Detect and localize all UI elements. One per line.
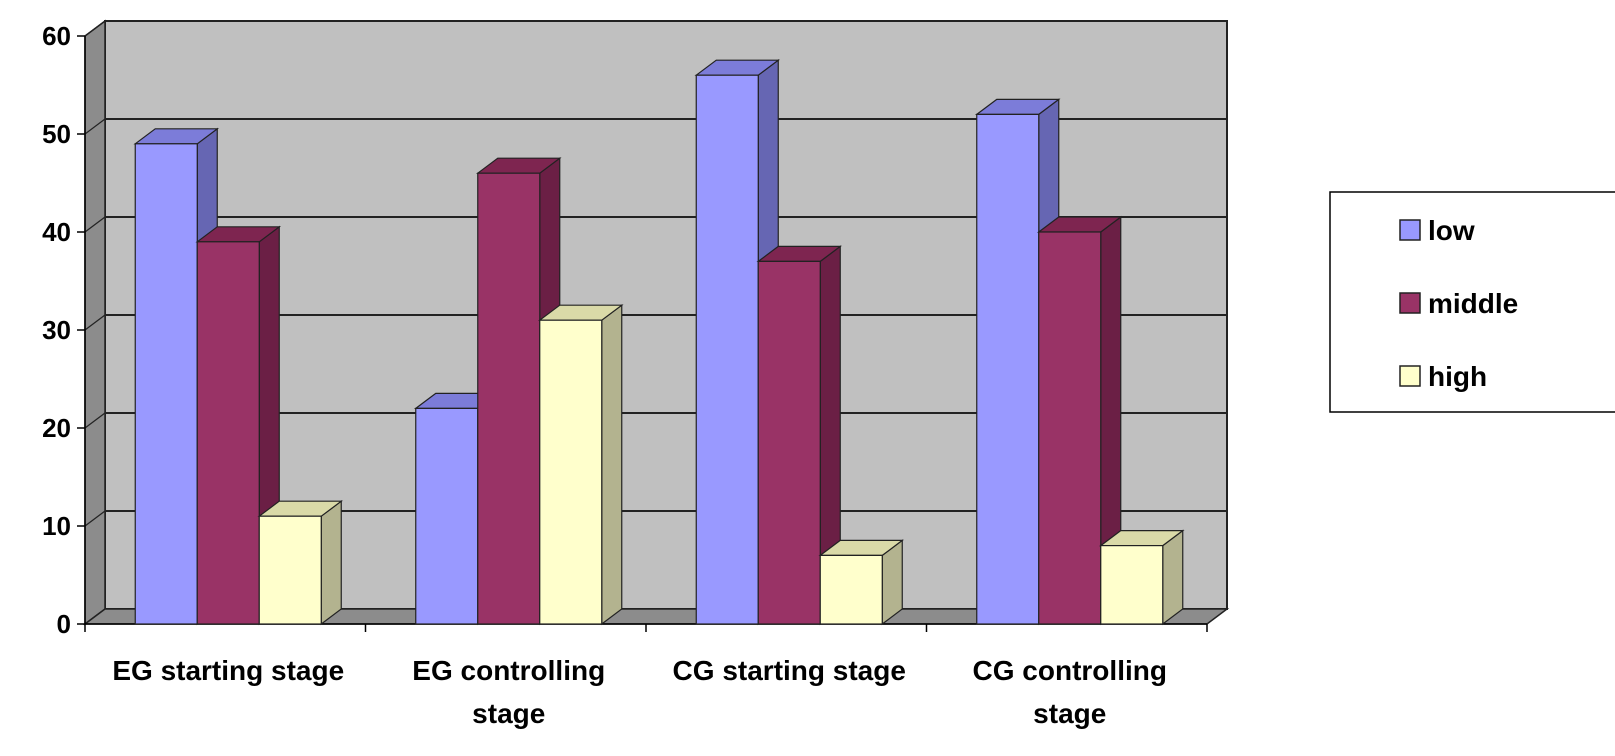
bar-front — [1038, 231, 1102, 625]
gridline-side-60 — [84, 20, 106, 37]
bar-front — [819, 554, 883, 625]
bar-side — [601, 304, 623, 626]
bar-front — [477, 172, 541, 625]
axis-labels: 0 10 20 30 40 50 60 EG starting stage EG control… — [42, 21, 1167, 729]
y-tick-label: 50 — [42, 119, 71, 149]
bar-front — [415, 407, 479, 625]
bar-high-0 — [257, 500, 344, 626]
legend-swatch-high — [1399, 365, 1421, 387]
bar-front — [695, 74, 759, 625]
bar-high-1 — [537, 304, 624, 626]
x-category-label: CG starting stage — [673, 655, 906, 686]
bar-front — [976, 113, 1040, 625]
y-tick-label: 60 — [42, 21, 71, 51]
x-category-label: EG starting stage — [112, 655, 344, 686]
bar-front — [196, 241, 260, 625]
gridline-side-20 — [84, 412, 106, 429]
bar-side — [1162, 529, 1184, 626]
x-category-label: CG controlling stage — [973, 655, 1167, 729]
y-tick-label: 30 — [42, 315, 71, 345]
bar-side — [320, 500, 342, 626]
x-category-label: EG controlling stage — [412, 655, 605, 729]
bars — [133, 59, 1185, 626]
gridline-side-30 — [84, 314, 106, 331]
bar-front — [134, 143, 198, 625]
legend-label-low: low — [1428, 215, 1475, 246]
legend-swatch-low — [1399, 219, 1421, 241]
bar-high-3 — [1098, 529, 1185, 626]
gridline-side-40 — [84, 216, 106, 233]
legend-swatch-middle — [1399, 292, 1421, 314]
gridline-side-10 — [84, 510, 106, 527]
bar-high-2 — [818, 539, 905, 626]
y-tick-label: 0 — [57, 609, 71, 639]
bar-middle-2 — [756, 245, 843, 626]
legend-box — [1329, 191, 1615, 413]
legend-label-middle: middle — [1428, 288, 1518, 319]
bar-front — [258, 515, 322, 625]
bar-front — [539, 319, 603, 625]
y-tick-label: 40 — [42, 217, 71, 247]
y-tick-label: 20 — [42, 413, 71, 443]
bar-front — [1100, 544, 1164, 625]
legend: low middle high — [1329, 191, 1615, 413]
bar-middle-3 — [1036, 215, 1123, 626]
gridline-side-50 — [84, 118, 106, 135]
y-tick-label: 10 — [42, 511, 71, 541]
legend-label-high: high — [1428, 361, 1487, 392]
bar-front — [757, 260, 821, 625]
